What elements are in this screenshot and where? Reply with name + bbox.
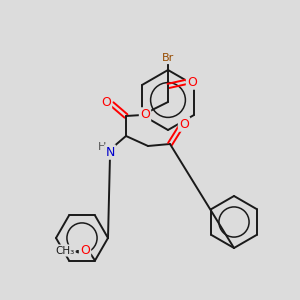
Text: O: O: [187, 76, 197, 88]
Text: O: O: [80, 244, 90, 257]
Text: Br: Br: [162, 53, 174, 63]
Text: CH₃: CH₃: [56, 245, 75, 256]
Text: O: O: [179, 118, 189, 130]
Text: O: O: [101, 95, 111, 109]
Text: N: N: [105, 146, 115, 158]
Text: H: H: [98, 142, 106, 152]
Text: O: O: [140, 109, 150, 122]
